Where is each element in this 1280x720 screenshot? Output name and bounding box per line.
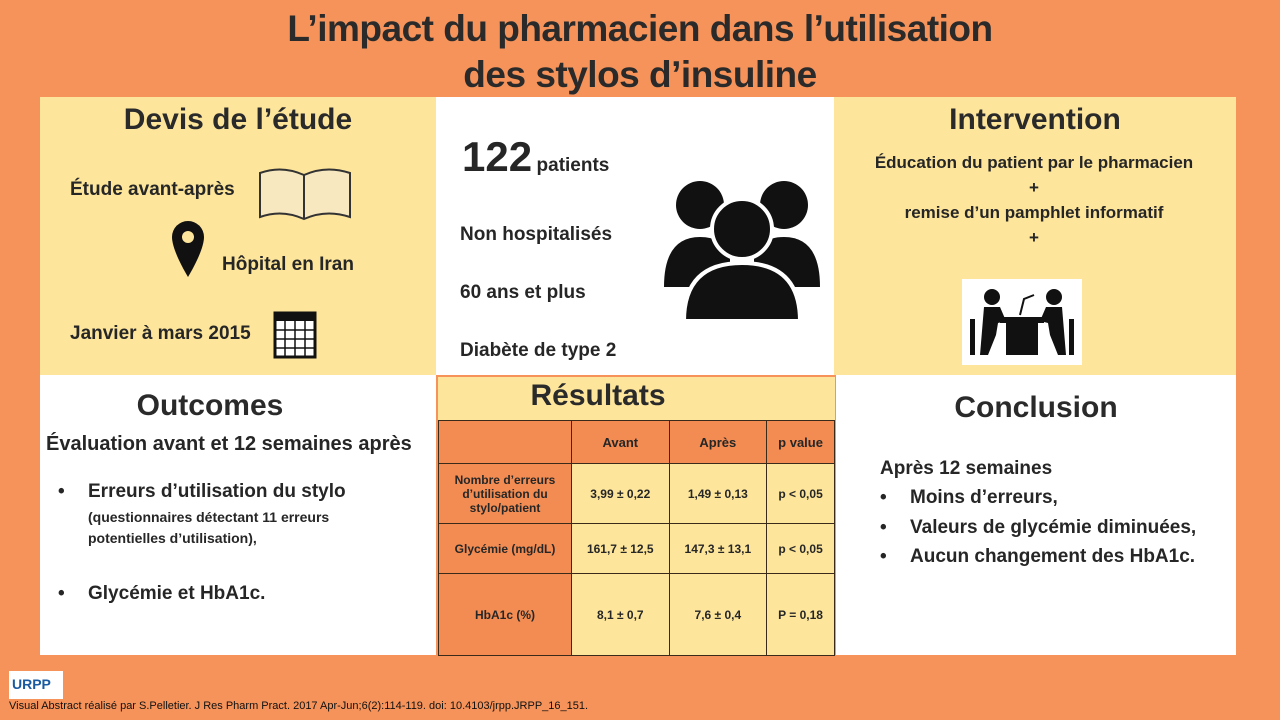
citation: Visual Abstract réalisé par S.Pelletier.… [9, 700, 589, 712]
outcomes-heading: Outcomes [136, 389, 284, 422]
calendar-icon [273, 311, 317, 359]
intervention-education: Éducation du patient par le pharmacien [874, 153, 1194, 172]
conclusion-heading: Conclusion [954, 391, 1118, 424]
outcomes-panel: Outcomes Évaluation avant et 12 semaines… [40, 375, 436, 655]
table-row: Glycémie (mg/dL) 161,7 ± 12,5 147,3 ± 13,1… [438, 523, 835, 574]
results-table: Avant Après p value Nombre d’erreurs d’uti… [438, 420, 835, 656]
patient-count-label: patients [536, 155, 610, 176]
intervention-heading: Intervention [949, 103, 1121, 136]
conclusion-intro: Après 12 semaines [880, 458, 1053, 479]
conclusion-item: Moins d’erreurs, [910, 487, 1058, 508]
page-title: L’impact du pharmacien dans l’utilisatio… [287, 8, 993, 95]
location-pin-icon [172, 221, 204, 277]
results-header: Résultats [438, 377, 835, 420]
table-row: Nombre d’erreurs d’utilisation du stylo/… [438, 463, 835, 524]
population-item: 60 ans et plus [460, 282, 586, 303]
consultation-icon [962, 279, 1082, 365]
patients-group-icon [664, 181, 820, 323]
study-location: Hôpital en Iran [222, 254, 354, 275]
patient-count: 122 [462, 133, 533, 180]
study-type: Étude avant-après [70, 179, 235, 200]
outcomes-subtitle: Évaluation avant et 12 semaines après [46, 433, 412, 455]
conclusion-item: Valeurs de glycémie diminuées, [910, 517, 1197, 538]
study-design-panel: Devis de l’étude Étude avant-après Hôpit… [40, 97, 436, 375]
study-period: Janvier à mars 2015 [70, 323, 251, 344]
table-row: HbA1c (%) 8,1 ± 0,7 7,6 ± 0,4 P = 0,18 [438, 573, 835, 656]
book-icon [259, 168, 351, 221]
conclusion-panel: Conclusion Après 12 semaines • Moins d’e… [836, 375, 1236, 655]
conclusion-item: Aucun changement des HbA1c. [910, 546, 1196, 567]
table-header-row: Avant Après p value [438, 420, 835, 464]
study-design-heading: Devis de l’étude [123, 103, 353, 136]
urpp-logo: URPP [9, 671, 63, 699]
outcome-item-note: (questionnaires détectant 11 erreurs pot… [88, 509, 330, 546]
population-item: Non hospitalisés [460, 224, 613, 245]
intervention-pamphlet: remise d’un pamphlet informatif [904, 203, 1164, 222]
outcome-item-glycemia: Glycémie et HbA1c. [88, 583, 266, 604]
population-item: Diabète de type 2 [460, 340, 617, 361]
results-heading: Résultats [530, 379, 666, 412]
intervention-panel: Intervention Éducation du patient par le… [834, 97, 1236, 375]
population-panel: 122 patients Non hospitalisés 60 ans et … [436, 97, 834, 375]
outcome-item-errors: Erreurs d’utilisation du stylo [88, 481, 346, 502]
